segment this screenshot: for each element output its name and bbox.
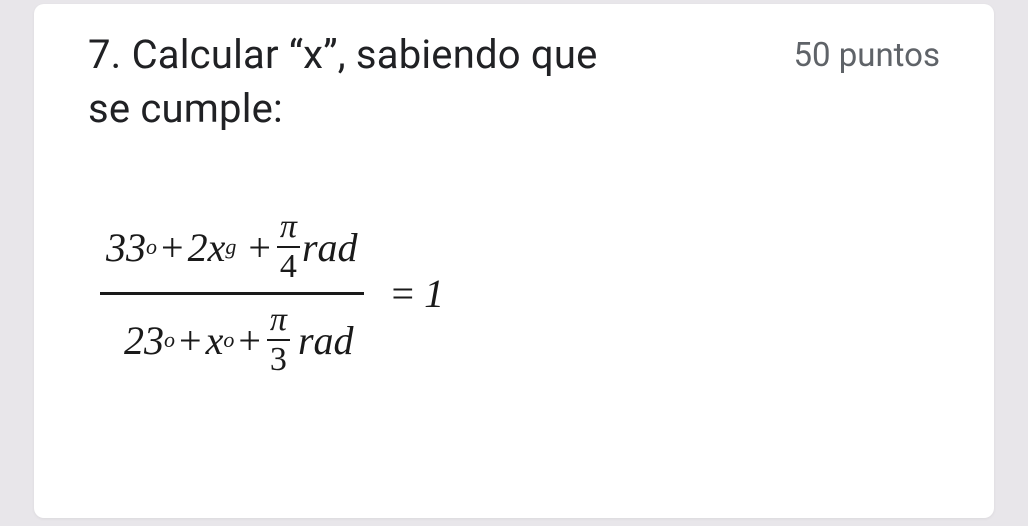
den-sup1: o [164, 327, 175, 353]
prompt-line-2: se cumple: [88, 85, 283, 132]
prompt-line-1: Calcular “x”, sabiendo que [132, 31, 598, 78]
den-coef2: x [206, 317, 224, 364]
den-sup2: o [223, 327, 234, 353]
num-coef1: 33 [106, 224, 146, 271]
num-frac-bottom: 4 [277, 250, 300, 284]
num-frac-top: π [277, 210, 300, 244]
question-number: 7. [88, 31, 121, 78]
num-plus2: + [248, 224, 271, 271]
num-coef2: 2x [188, 224, 226, 271]
numerator: 33o + 2xg + π 4 rad [100, 206, 364, 288]
question-card: 7. Calcular “x”, sabiendo que se cumple:… [34, 4, 994, 518]
prompt-row: 7. Calcular “x”, sabiendo que se cumple:… [88, 28, 940, 136]
num-sup2: g [225, 234, 236, 260]
num-small-frac: π 4 [277, 210, 300, 284]
main-fraction: 33o + 2xg + π 4 rad 23o + xo + [100, 206, 364, 381]
num-sup1: o [146, 234, 157, 260]
den-plus1: + [179, 317, 202, 364]
question-prompt: 7. Calcular “x”, sabiendo que se cumple: [88, 28, 598, 136]
den-small-frac: π 3 [267, 303, 290, 377]
den-frac-top: π [267, 303, 290, 337]
num-rad: rad [302, 224, 358, 271]
formula: 33o + 2xg + π 4 rad 23o + xo + [100, 206, 940, 381]
den-frac-bottom: 3 [267, 343, 290, 377]
fraction-line [100, 292, 364, 295]
den-plus2: + [238, 317, 261, 364]
den-coef1: 23 [124, 317, 164, 364]
rhs: 1 [424, 270, 444, 317]
denominator: 23o + xo + π 3 rad [100, 299, 364, 381]
num-plus1: + [161, 224, 184, 271]
formula-area: 33o + 2xg + π 4 rad 23o + xo + [100, 206, 940, 381]
den-rad: rad [298, 317, 354, 364]
points-label: 50 puntos [793, 36, 940, 75]
equals-sign: = [392, 270, 415, 317]
